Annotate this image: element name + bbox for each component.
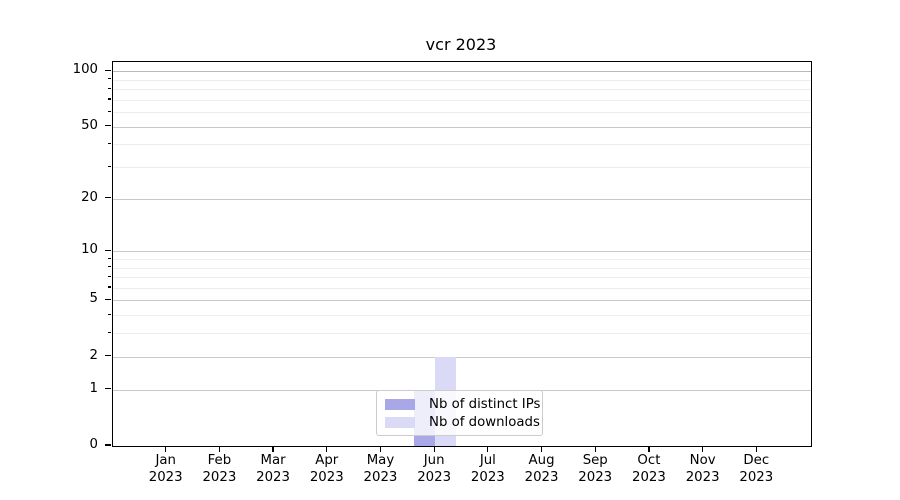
y-minor-tick xyxy=(107,331,111,334)
x-tick-label: Dec 2023 xyxy=(739,453,774,485)
gridline-minor xyxy=(113,89,811,91)
y-tick-label: 20 xyxy=(81,189,98,205)
gridline-minor xyxy=(113,99,811,101)
x-tick-label: Mar 2023 xyxy=(256,453,290,485)
x-tick xyxy=(487,446,489,452)
y-tick xyxy=(105,355,111,357)
y-tick-label: 50 xyxy=(81,117,98,133)
gridline-minor xyxy=(113,287,811,289)
y-tick xyxy=(105,298,111,301)
y-minor-tick xyxy=(107,110,111,112)
y-tick xyxy=(105,197,111,199)
x-tick xyxy=(540,446,543,452)
y-minor-tick xyxy=(107,87,111,89)
y-minor-tick xyxy=(107,165,111,167)
legend: Nb of distinct IPs Nb of downloads xyxy=(376,390,543,436)
gridline-minor xyxy=(113,315,811,317)
x-tick-label: Aug 2023 xyxy=(524,453,559,485)
gridline-minor xyxy=(113,267,811,269)
y-minor-tick xyxy=(107,313,111,315)
x-tick xyxy=(433,446,435,452)
y-minor-tick xyxy=(107,98,111,100)
chart-title: vcr 2023 xyxy=(425,35,497,54)
y-tick xyxy=(105,444,111,446)
x-tick xyxy=(702,446,704,452)
x-tick-label: Sep 2023 xyxy=(578,453,613,485)
gridline-minor xyxy=(113,144,811,146)
x-tick xyxy=(755,446,757,452)
x-tick xyxy=(165,446,167,452)
x-tick xyxy=(272,446,274,452)
x-tick-label: Oct 2023 xyxy=(632,453,666,485)
y-tick xyxy=(105,388,111,390)
gridline-major xyxy=(113,356,811,358)
x-tick-label: Jul 2023 xyxy=(470,453,505,485)
y-minor-tick xyxy=(107,266,111,268)
gridline-major xyxy=(113,198,811,200)
legend-item: Nb of distinct IPs xyxy=(385,396,540,413)
x-tick-label: Jan 2023 xyxy=(148,453,183,485)
gridline-minor xyxy=(113,79,811,81)
gridline-minor xyxy=(113,333,811,335)
y-tick xyxy=(105,249,111,251)
legend-swatch xyxy=(385,417,415,428)
y-minor-tick xyxy=(107,286,111,288)
gridline-minor xyxy=(113,112,811,114)
x-tick xyxy=(379,446,382,452)
y-minor-tick xyxy=(107,142,111,145)
gridline-major line100 xyxy=(113,71,811,73)
legend-item: Nb of downloads xyxy=(385,414,540,431)
x-tick-label: Apr 2023 xyxy=(309,453,344,485)
legend-label: Nb of distinct IPs xyxy=(429,397,541,412)
legend-swatch xyxy=(385,399,415,410)
x-tick xyxy=(326,446,328,452)
y-minor-tick xyxy=(107,257,111,259)
x-tick-label: Jun 2023 xyxy=(417,453,452,485)
gridline-minor xyxy=(113,277,811,279)
legend-label: Nb of downloads xyxy=(429,415,540,430)
gridline-major xyxy=(113,126,811,128)
gridline-major xyxy=(113,300,811,302)
gridline-major xyxy=(113,251,811,253)
x-tick xyxy=(594,446,596,452)
gridline-minor xyxy=(113,259,811,260)
y-minor-tick xyxy=(107,275,111,277)
y-minor-tick xyxy=(107,78,111,80)
y-tick xyxy=(105,125,111,127)
y-tick-label: 100 xyxy=(72,62,98,78)
y-tick-label: 5 xyxy=(89,291,98,307)
x-tick-label: Nov 2023 xyxy=(685,453,720,485)
y-tick xyxy=(105,69,111,71)
x-tick-label: May 2023 xyxy=(363,453,398,485)
y-tick-label: 10 xyxy=(81,242,98,258)
x-tick-label: Feb 2023 xyxy=(202,453,237,485)
y-tick-label: 1 xyxy=(89,380,98,396)
x-tick xyxy=(648,446,650,452)
y-tick-label: 2 xyxy=(89,347,98,363)
gridline-minor xyxy=(113,167,811,169)
y-tick-label: 0 xyxy=(89,437,98,452)
x-tick xyxy=(218,446,220,452)
